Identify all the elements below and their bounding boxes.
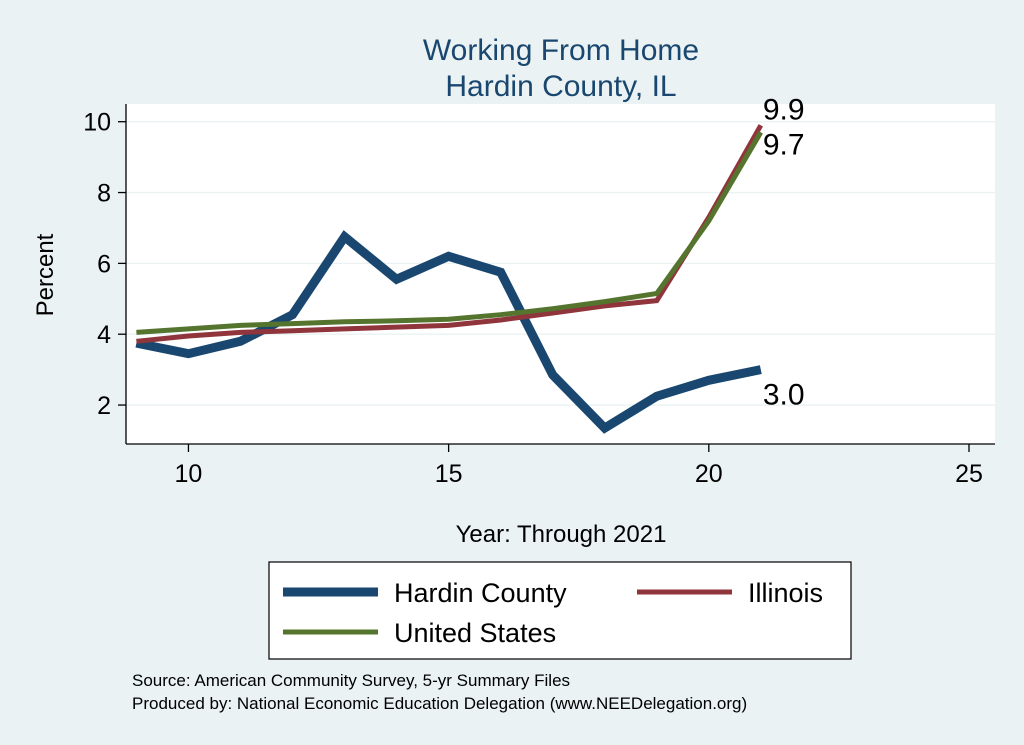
y-tick-label-10: 10: [83, 109, 111, 137]
y-tick-label-6: 6: [97, 250, 111, 278]
x-tick-label-25: 25: [955, 460, 983, 488]
legend-item-illinois: Illinois: [637, 578, 823, 608]
y-tick-label-2: 2: [97, 392, 111, 420]
series-line-illinois: [136, 124, 763, 344]
series-lines: [135, 124, 763, 434]
x-axis-label: Year: Through 2021: [456, 521, 667, 548]
x-tick-label-15: 15: [435, 460, 463, 488]
legend-label-hardin-county: Hardin County: [394, 578, 567, 608]
x-ticks: 10 15 20 25: [175, 444, 983, 488]
legend-label-united-states: United States: [394, 618, 556, 648]
series-line-hardin-county: [135, 230, 762, 434]
end-label-united-states: 9.7: [763, 128, 805, 161]
producer-note: Produced by: National Economic Education…: [132, 694, 747, 713]
legend-item-hardin-county: Hardin County: [283, 578, 567, 608]
series-line-united-states: [136, 131, 763, 335]
x-tick-label-20: 20: [695, 460, 723, 488]
source-note: Source: American Community Survey, 5-yr …: [132, 671, 570, 690]
end-labels: 9.99.7 3.0: [763, 93, 805, 411]
y-ticks: 2 4 6 8 10: [83, 109, 126, 420]
y-tick-label-4: 4: [97, 321, 111, 349]
end-label-illinois: 9.9: [763, 93, 805, 126]
chart-title-line-1: Working From Home: [423, 34, 699, 67]
plot-area: [126, 104, 995, 444]
legend-label-illinois: Illinois: [748, 578, 823, 608]
legend-box: [268, 561, 852, 660]
gridlines: [126, 121, 995, 406]
y-axis-label: Percent: [32, 233, 59, 316]
x-tick-label-10: 10: [175, 460, 203, 488]
axes: [125, 104, 995, 445]
y-tick-label-8: 8: [97, 180, 111, 208]
end-label-hardin-county: 3.0: [763, 379, 805, 412]
legend-item-united-states: United States: [283, 618, 556, 648]
chart-title-line-2: Hardin County, IL: [445, 70, 676, 103]
